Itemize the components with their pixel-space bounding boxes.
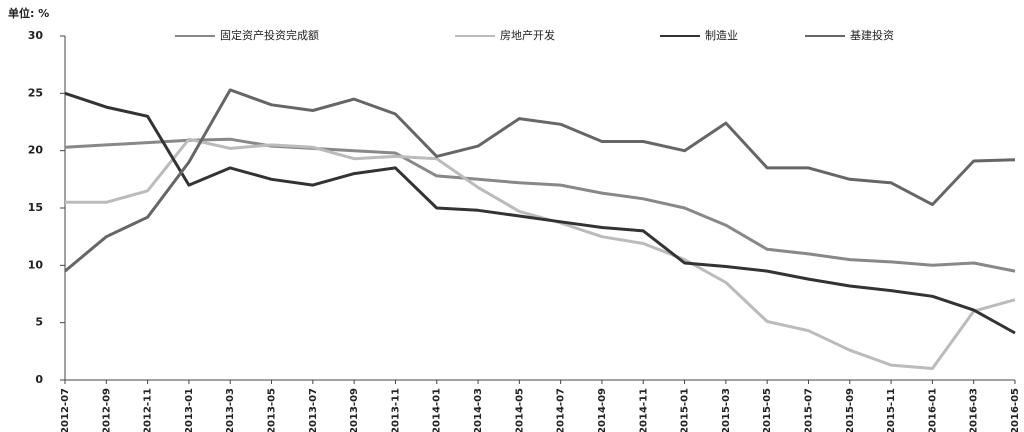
x-tick-label: 2014-03 [473, 388, 484, 432]
y-tick-label: 25 [28, 86, 43, 99]
x-tick-label: 2013-07 [308, 388, 319, 432]
series-line [65, 137, 1016, 370]
x-tick-label: 2014-09 [597, 388, 608, 432]
x-tick-label: 2012-11 [143, 388, 154, 432]
x-tick-label: 2013-01 [184, 388, 195, 432]
x-tick-label: 2016-01 [927, 388, 938, 432]
legend-label: 房地产开发 [500, 28, 555, 42]
x-tick-label: 2012-09 [101, 388, 112, 432]
x-tick-label: 2014-05 [514, 388, 525, 432]
x-tick-label: 2015-03 [721, 388, 732, 432]
x-tick-label: 2013-03 [225, 388, 236, 432]
legend-label: 制造业 [705, 28, 738, 42]
x-tick-label: 2014-01 [432, 388, 443, 432]
x-tick-label: 2016-03 [969, 388, 980, 432]
x-tick-label: 2015-05 [762, 388, 773, 432]
series-line [64, 137, 1016, 273]
x-tick-label: 2014-11 [638, 388, 649, 432]
x-tick-label: 2013-09 [349, 388, 360, 432]
x-tick-label: 2015-11 [886, 388, 897, 432]
legend-label: 基建投资 [850, 28, 894, 42]
y-tick-label: 10 [28, 258, 44, 271]
x-tick-label: 2015-07 [803, 388, 814, 432]
legend-label: 固定资产投资完成额 [220, 28, 319, 42]
x-tick-label: 2015-01 [680, 388, 691, 432]
series-line [64, 88, 1016, 273]
y-tick-label: 0 [35, 373, 43, 386]
x-tick-label: 2016-05 [1010, 388, 1021, 432]
x-tick-label: 2012-07 [60, 388, 71, 432]
y-tick-label: 5 [35, 316, 43, 329]
unit-label: 单位: % [8, 6, 49, 20]
x-tick-label: 2013-11 [390, 388, 401, 432]
series-line [64, 91, 1016, 335]
y-tick-label: 30 [28, 29, 44, 42]
y-tick-label: 20 [28, 144, 44, 157]
x-tick-label: 2015-09 [845, 388, 856, 432]
x-tick-label: 2013-05 [267, 388, 278, 432]
x-tick-label: 2014-07 [556, 388, 567, 432]
y-tick-label: 15 [28, 201, 43, 214]
